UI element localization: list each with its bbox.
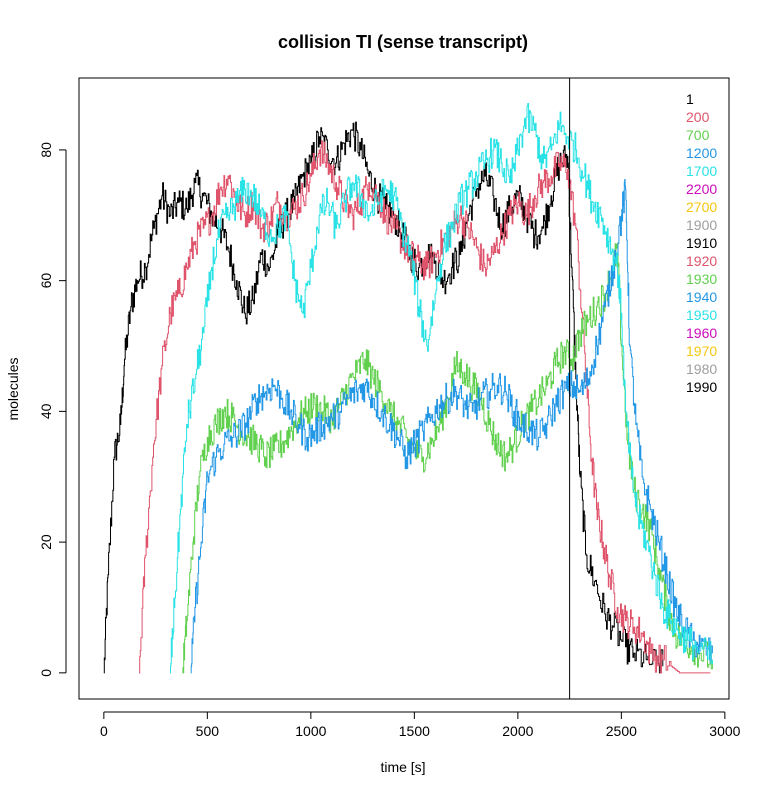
legend-entry: 1900	[686, 217, 717, 233]
x-tick-label: 1000	[295, 723, 326, 739]
series-line-3	[190, 179, 713, 674]
legend-entry: 1930	[686, 271, 717, 287]
x-tick-label: 3000	[709, 723, 740, 739]
legend-entry: 1920	[686, 253, 717, 269]
legend-entry: 2700	[686, 199, 717, 215]
y-axis-label: molecules	[5, 357, 21, 420]
y-tick-label: 80	[38, 142, 54, 158]
legend-entry: 1910	[686, 235, 717, 251]
legend-entry: 1200	[686, 145, 717, 161]
y-tick-label: 0	[38, 669, 54, 677]
legend-entry: 2200	[686, 181, 717, 197]
series-line-1	[139, 140, 711, 674]
x-axis-label: time [s]	[380, 759, 425, 775]
legend-entry: 1	[686, 91, 694, 107]
legend-entry: 1940	[686, 289, 717, 305]
y-tick-label: 20	[38, 534, 54, 550]
legend-entry: 1970	[686, 343, 717, 359]
y-tick-label: 60	[38, 273, 54, 289]
y-tick-label: 40	[38, 403, 54, 419]
series-line-2	[182, 242, 713, 674]
legend-entry: 1960	[686, 325, 717, 341]
series-line-4	[170, 103, 713, 674]
x-tick-label: 0	[100, 723, 108, 739]
legend-entry: 1980	[686, 361, 717, 377]
x-tick-label: 500	[196, 723, 220, 739]
plot-frame	[78, 77, 730, 700]
chart-title: collision TI (sense transcript)	[278, 32, 528, 52]
legend-entry: 200	[686, 109, 710, 125]
legend-entry: 700	[686, 127, 710, 143]
x-tick-label: 2000	[502, 723, 533, 739]
plot-layer: 0 500 1000 1500 2000 2500 30000204060801200700…	[38, 77, 741, 739]
legend-entry: 1700	[686, 163, 717, 179]
legend-entry: 1990	[686, 379, 717, 395]
x-tick-label: 1500	[399, 723, 430, 739]
x-tick-label: 2500	[606, 723, 637, 739]
legend-entry: 1950	[686, 307, 717, 323]
